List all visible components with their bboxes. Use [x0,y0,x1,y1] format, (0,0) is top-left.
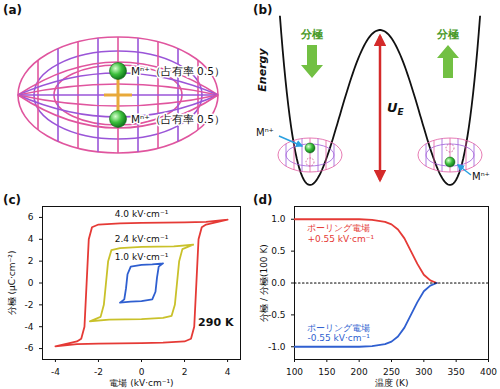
svg-text:2: 2 [28,256,34,266]
svg-text:(b): (b) [253,3,273,17]
svg-text:4.0 kV·cm⁻¹: 4.0 kV·cm⁻¹ [115,209,169,219]
svg-text:150: 150 [318,367,335,377]
svg-text:-2: -2 [25,300,34,310]
svg-text:-6: -6 [25,343,34,353]
svg-text:4: 4 [225,367,231,377]
svg-text:分極 / 分極(100 K): 分極 / 分極(100 K) [259,244,269,322]
svg-text:UE: UE [387,100,405,117]
svg-text:1.0: 1.0 [271,214,286,224]
svg-text:電場 (kV·cm⁻¹): 電場 (kV·cm⁻¹) [109,378,173,388]
svg-text:0: 0 [139,367,145,377]
svg-text:Mⁿ⁺（占有率 0.5）: Mⁿ⁺（占有率 0.5） [131,113,225,125]
svg-text:2: 2 [182,367,188,377]
svg-text:-1.0: -1.0 [268,342,286,352]
svg-text:290 K: 290 K [198,316,234,329]
svg-text:250: 250 [383,367,400,377]
svg-text:(a): (a) [3,3,22,17]
svg-text:0: 0 [28,278,34,288]
svg-text:100: 100 [286,367,303,377]
svg-text:2.4 kV·cm⁻¹: 2.4 kV·cm⁻¹ [115,234,169,244]
svg-text:Energy: Energy [256,48,269,92]
svg-text:分極: 分極 [436,28,459,41]
svg-text:-4: -4 [51,367,60,377]
svg-text:-0.5: -0.5 [268,310,286,320]
svg-text:350: 350 [448,367,465,377]
svg-text:300: 300 [415,367,432,377]
svg-text:Mⁿ⁺: Mⁿ⁺ [256,127,274,138]
svg-text:200: 200 [351,367,368,377]
svg-text:Mⁿ⁺（占有率 0.5）: Mⁿ⁺（占有率 0.5） [131,65,225,77]
svg-text:400: 400 [480,367,497,377]
svg-text:0.5: 0.5 [271,246,285,256]
svg-text:Mⁿ⁺: Mⁿ⁺ [472,171,490,182]
svg-text:-4: -4 [25,322,34,332]
html-text:(c): (c) [3,193,22,207]
svg-text:温度 (K): 温度 (K) [375,378,409,388]
svg-text:0.0: 0.0 [271,278,286,288]
svg-text:-2: -2 [94,367,103,377]
svg-text:分極 (μC·cm⁻²): 分極 (μC·cm⁻²) [7,251,17,316]
svg-text:分極: 分極 [300,28,323,41]
svg-text:ポーリング電場-0.55 kV·cm⁻¹: ポーリング電場-0.55 kV·cm⁻¹ [307,323,370,343]
svg-text:6: 6 [28,212,34,222]
svg-text:4: 4 [28,234,34,244]
svg-text:ポーリング電場+0.55 kV·cm⁻¹: ポーリング電場+0.55 kV·cm⁻¹ [307,223,374,243]
html-text:(d): (d) [253,193,273,207]
svg-text:1.0 kV·cm⁻¹: 1.0 kV·cm⁻¹ [115,252,169,262]
